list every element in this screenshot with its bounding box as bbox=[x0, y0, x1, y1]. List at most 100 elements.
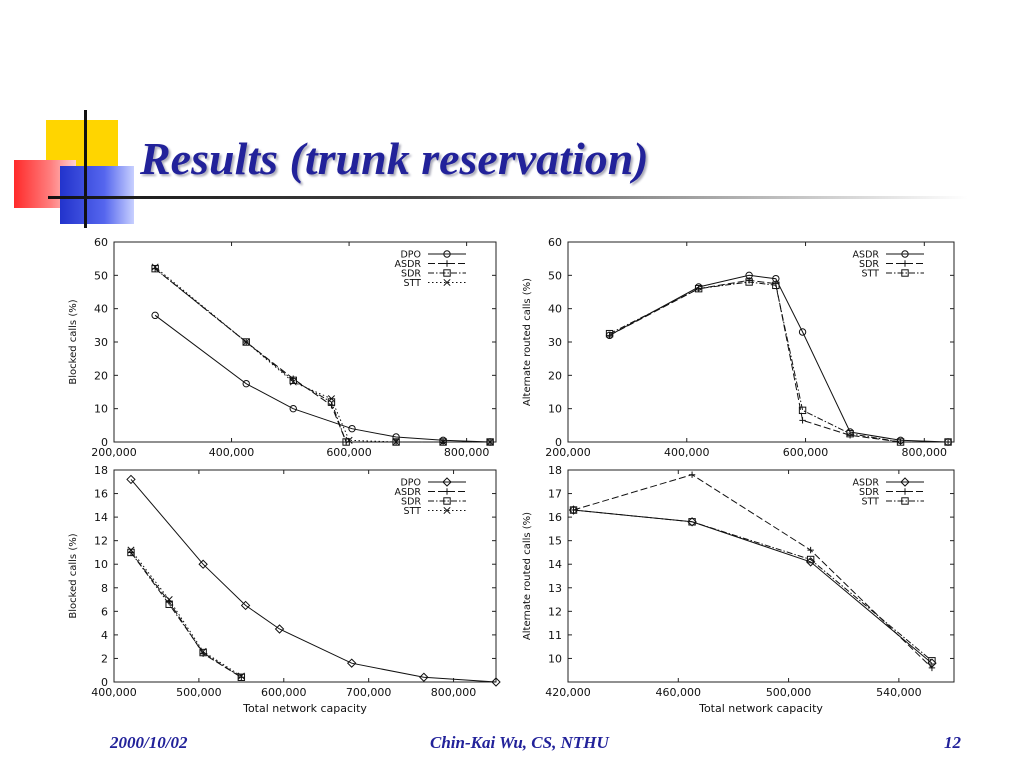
data-point bbox=[126, 474, 136, 485]
y-tick-label: 20 bbox=[94, 369, 108, 382]
data-point bbox=[569, 506, 578, 514]
chart-3: 0 2 4 6 8 10 12 14 16 18 400,000 500,000 600,000 700,… bbox=[68, 464, 501, 715]
series-line bbox=[609, 274, 949, 443]
data-point bbox=[346, 658, 357, 668]
legend-label: ASDR bbox=[853, 478, 880, 489]
data-point bbox=[798, 328, 807, 336]
series-line bbox=[154, 314, 491, 443]
data-point bbox=[688, 518, 696, 526]
data-point bbox=[798, 406, 807, 415]
data-point bbox=[491, 677, 501, 687]
x-tick-label: 500,000 bbox=[176, 686, 222, 699]
data-point bbox=[348, 424, 356, 433]
y-tick-label: 40 bbox=[548, 303, 562, 316]
y-tick-label: 15 bbox=[548, 535, 562, 548]
y-tick-label: 10 bbox=[548, 652, 562, 665]
legend-label: DPO bbox=[400, 250, 421, 261]
y-axis-label: Blocked calls (%) bbox=[68, 299, 79, 384]
title-underline bbox=[48, 196, 968, 199]
data-point bbox=[238, 674, 245, 681]
x-tick-label: 540,000 bbox=[876, 686, 922, 699]
y-tick-label: 10 bbox=[94, 403, 108, 416]
series-line bbox=[154, 266, 491, 443]
data-point bbox=[805, 557, 816, 567]
plot-frame bbox=[113, 469, 497, 683]
legend-label: STT bbox=[862, 269, 880, 280]
x-tick-label: 600,000 bbox=[261, 686, 307, 699]
data-point bbox=[289, 376, 297, 385]
legend-marker bbox=[901, 250, 909, 258]
data-point bbox=[342, 438, 350, 446]
data-point bbox=[772, 281, 780, 290]
legend-marker bbox=[443, 497, 451, 505]
y-tick-label: 0 bbox=[101, 676, 108, 689]
legend-marker bbox=[443, 278, 451, 287]
data-point bbox=[198, 559, 208, 569]
data-point bbox=[199, 647, 207, 655]
data-point bbox=[439, 438, 447, 446]
data-point bbox=[151, 263, 159, 271]
x-tick-label: 800,000 bbox=[902, 446, 948, 459]
series-line bbox=[130, 479, 497, 683]
x-tick-label: 200,000 bbox=[91, 446, 137, 459]
legend-marker bbox=[443, 488, 451, 495]
legend-marker bbox=[901, 488, 909, 495]
footer-page-number: 12 bbox=[944, 733, 961, 752]
series-line bbox=[154, 268, 491, 443]
footer-author: Chin-Kai Wu, CS, NTHU bbox=[430, 733, 609, 752]
series-line bbox=[573, 509, 933, 662]
data-point bbox=[419, 672, 429, 682]
data-point bbox=[127, 546, 135, 554]
x-tick-label: 700,000 bbox=[346, 686, 392, 699]
data-point bbox=[242, 379, 250, 388]
legend-label: SDR bbox=[401, 269, 421, 280]
legend-label: STT bbox=[404, 506, 422, 517]
y-tick-label: 60 bbox=[548, 236, 562, 249]
data-point bbox=[928, 664, 936, 672]
legend-label: SDR bbox=[859, 487, 879, 498]
data-point bbox=[199, 648, 207, 657]
plot-frame bbox=[567, 241, 955, 443]
series-line bbox=[573, 509, 933, 664]
y-axis-label: Alternate routed calls (%) bbox=[522, 512, 533, 640]
y-tick-label: 20 bbox=[548, 369, 562, 382]
data-point bbox=[345, 436, 353, 444]
y-tick-label: 18 bbox=[548, 464, 562, 477]
legend-label: SDR bbox=[401, 497, 421, 508]
legend-label: ASDR bbox=[853, 250, 880, 261]
legend-marker bbox=[901, 260, 909, 267]
x-axis-label: Total network capacity bbox=[698, 702, 823, 715]
x-axis-label: Total network capacity bbox=[242, 702, 367, 715]
data-point bbox=[242, 338, 250, 346]
legend-marker bbox=[901, 497, 909, 505]
data-point bbox=[745, 278, 753, 286]
y-tick-label: 8 bbox=[101, 582, 108, 595]
chart-1: 0 10 20 30 40 50 60 200,000 400,000 600,000 800,00… bbox=[68, 236, 497, 459]
y-axis-label: Alternate routed calls (%) bbox=[522, 278, 533, 406]
chart-4: 10 11 12 13 14 15 16 17 18 420,000 460,000 500,000 5… bbox=[522, 464, 955, 715]
series-line bbox=[130, 552, 242, 678]
y-tick-label: 0 bbox=[101, 436, 108, 449]
legend-label: SDR bbox=[859, 259, 879, 270]
y-tick-label: 14 bbox=[94, 511, 108, 524]
x-tick-label: 800,000 bbox=[431, 686, 477, 699]
y-tick-label: 60 bbox=[94, 236, 108, 249]
y-tick-label: 17 bbox=[548, 488, 562, 501]
data-point bbox=[127, 548, 135, 557]
data-point bbox=[928, 657, 936, 665]
legend-marker bbox=[443, 250, 451, 258]
y-tick-label: 40 bbox=[94, 303, 108, 316]
data-point bbox=[605, 329, 614, 338]
data-point bbox=[695, 285, 702, 292]
data-point bbox=[806, 555, 815, 564]
y-tick-label: 6 bbox=[101, 605, 108, 618]
data-point bbox=[242, 338, 250, 346]
data-point bbox=[687, 517, 697, 527]
x-tick-label: 400,000 bbox=[664, 446, 710, 459]
data-point bbox=[165, 596, 173, 604]
data-point bbox=[799, 417, 806, 424]
legend-marker bbox=[900, 477, 910, 487]
legend-marker bbox=[442, 477, 452, 487]
series-line bbox=[573, 474, 933, 669]
y-tick-label: 12 bbox=[94, 535, 108, 548]
